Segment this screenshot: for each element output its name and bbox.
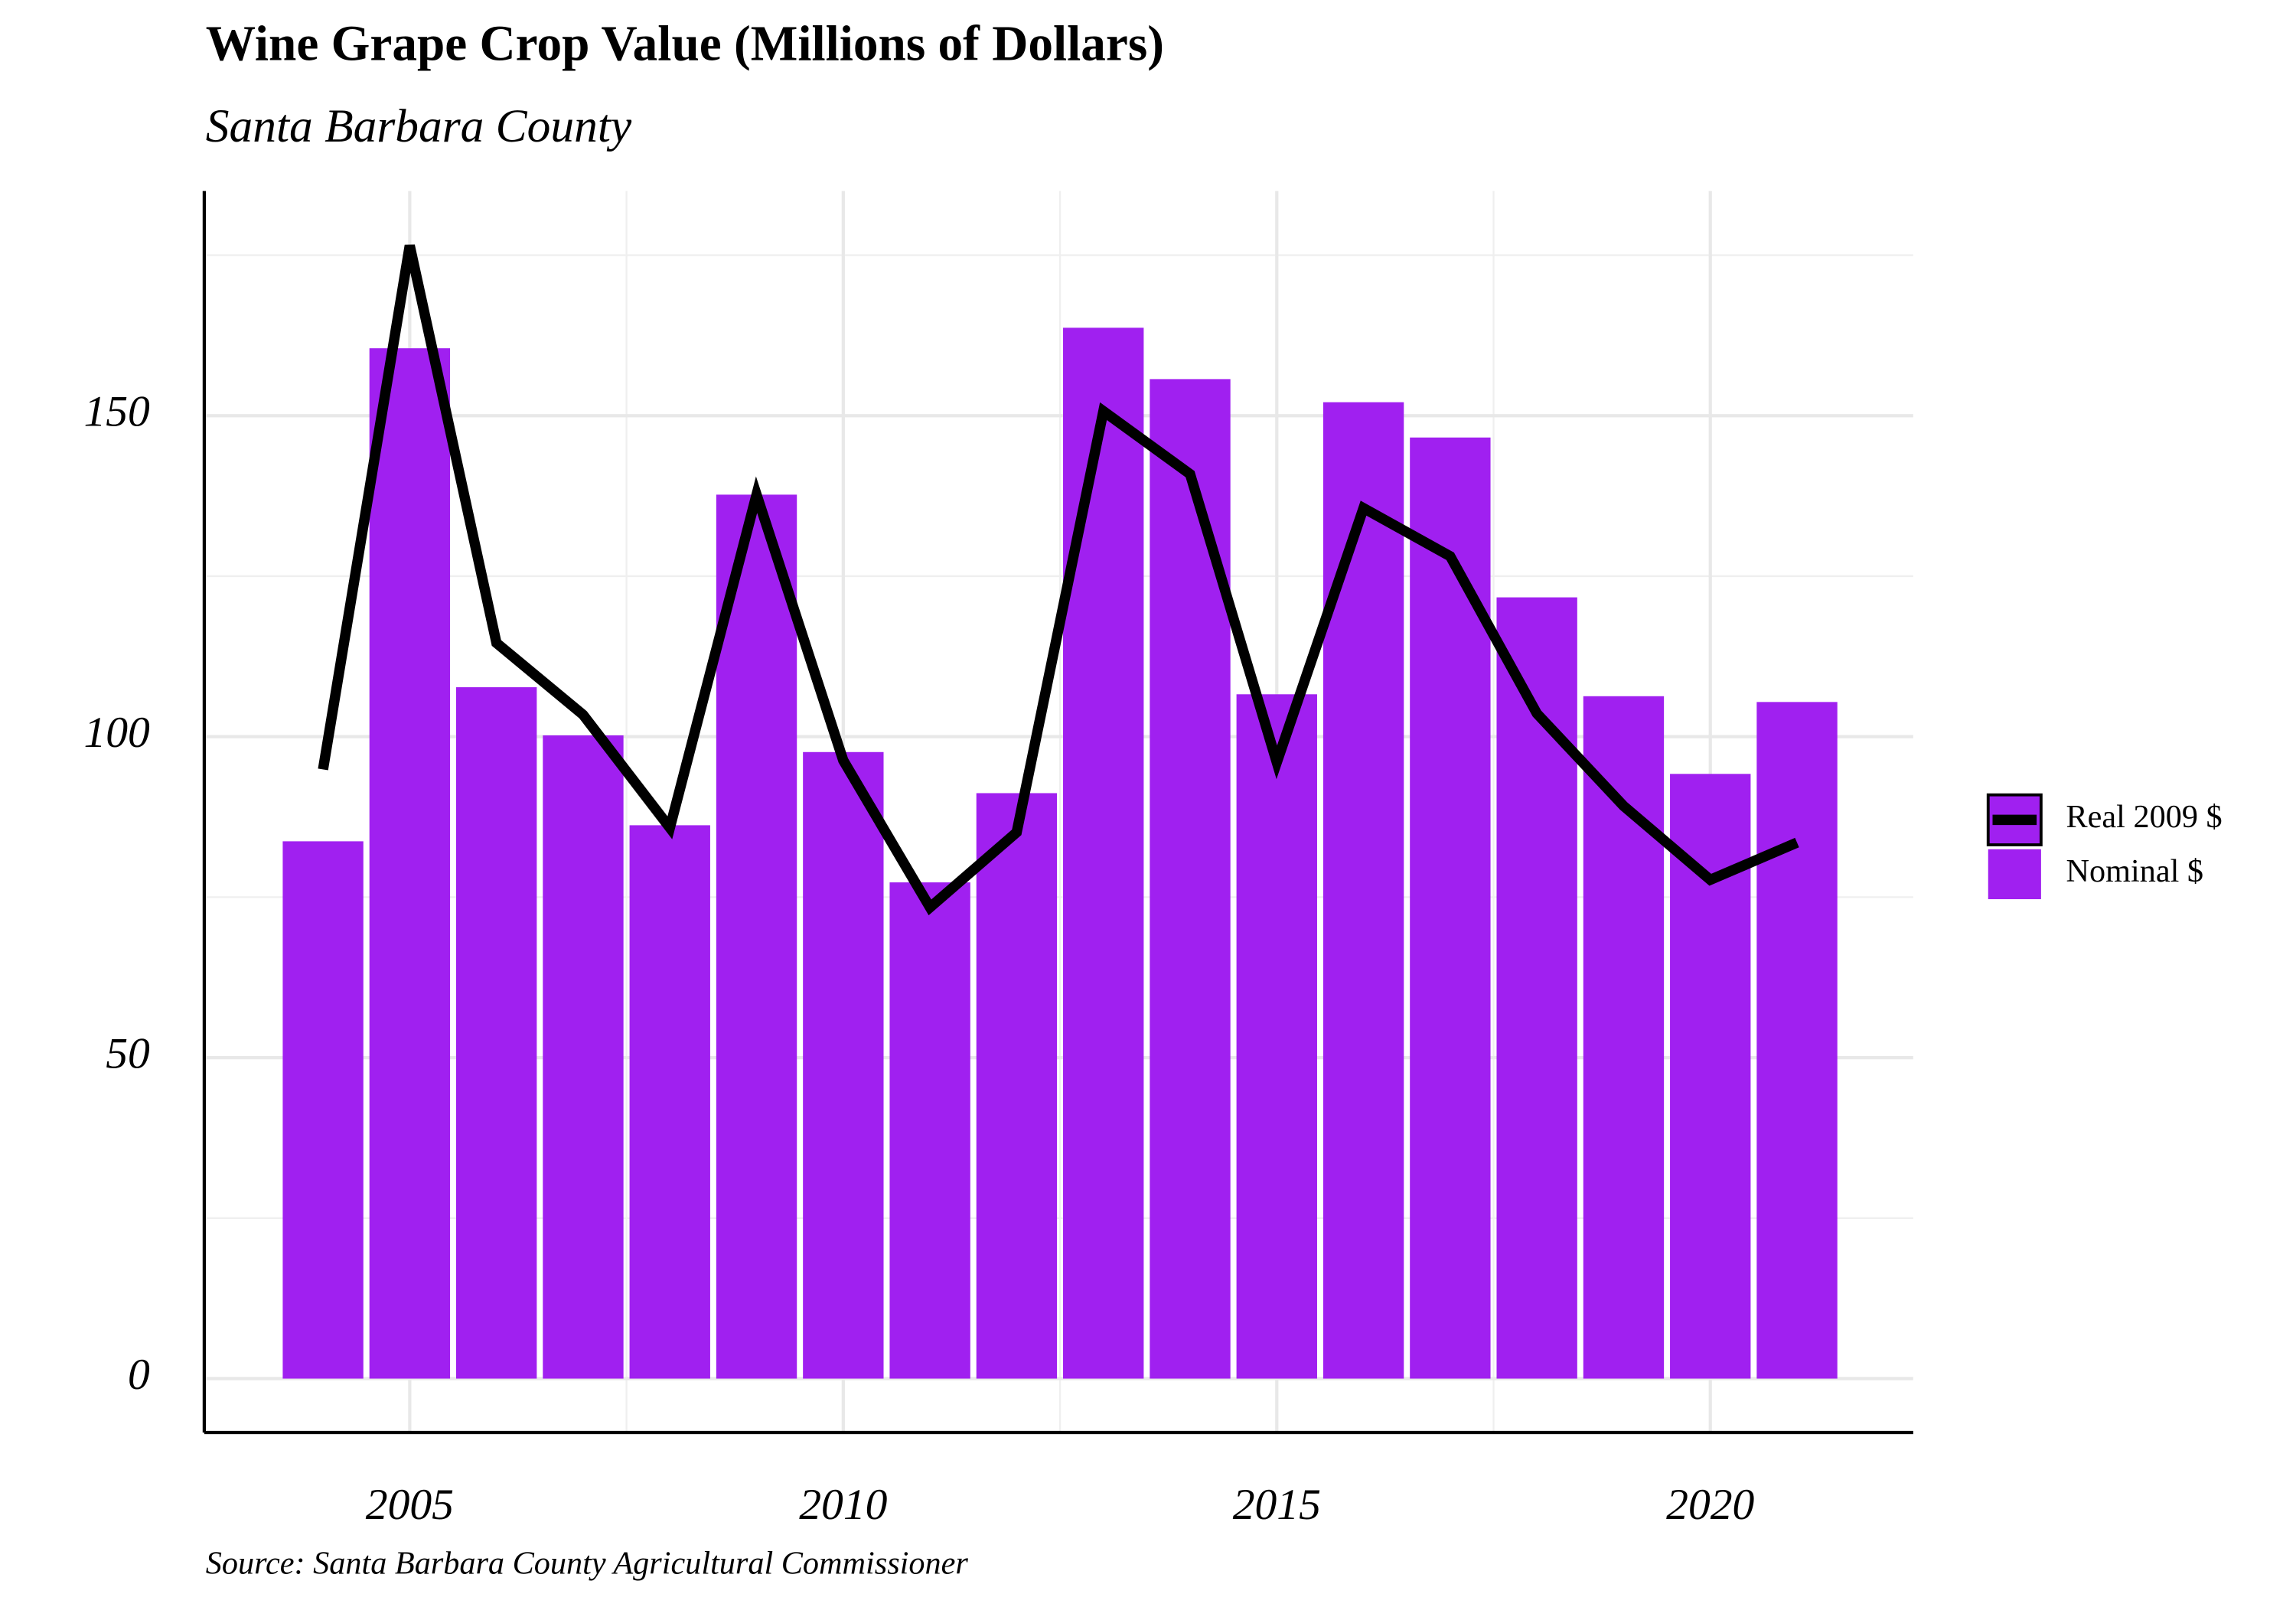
bar <box>369 348 451 1379</box>
chart-title: Wine Grape Crop Value (Millions of Dolla… <box>206 16 1164 71</box>
bar <box>282 841 364 1379</box>
x-tick-label: 2020 <box>1666 1481 1754 1529</box>
y-tick-label: 0 <box>128 1351 150 1399</box>
caption: Source: Santa Barbara County Agricultura… <box>206 1545 969 1581</box>
bar <box>889 882 970 1379</box>
bar <box>716 494 797 1379</box>
x-tick-label: 2005 <box>366 1481 454 1529</box>
y-tick-label: 150 <box>83 387 150 435</box>
bar <box>1756 702 1838 1379</box>
bar <box>1410 437 1491 1379</box>
bar <box>629 825 710 1379</box>
x-tick-label: 2015 <box>1233 1481 1321 1529</box>
x-tick-label: 2010 <box>799 1481 887 1529</box>
legend: Real 2009 $ Nominal $ <box>1986 793 2223 900</box>
bar <box>543 735 624 1379</box>
legend-label: Nominal $ <box>2066 853 2203 889</box>
y-tick-label: 50 <box>106 1029 150 1077</box>
bar <box>1496 597 1577 1379</box>
bar <box>976 793 1058 1379</box>
bar <box>1063 328 1144 1379</box>
chart-subtitle: Santa Barbara County <box>206 100 632 152</box>
y-tick-label: 100 <box>83 709 150 757</box>
bar <box>803 751 884 1379</box>
legend-label: Real 2009 $ <box>2066 799 2223 835</box>
bar <box>1322 402 1404 1379</box>
legend-key <box>1988 849 2041 900</box>
bar <box>1150 379 1231 1379</box>
bar <box>455 687 537 1379</box>
line <box>318 244 1799 916</box>
bar <box>1236 694 1317 1379</box>
